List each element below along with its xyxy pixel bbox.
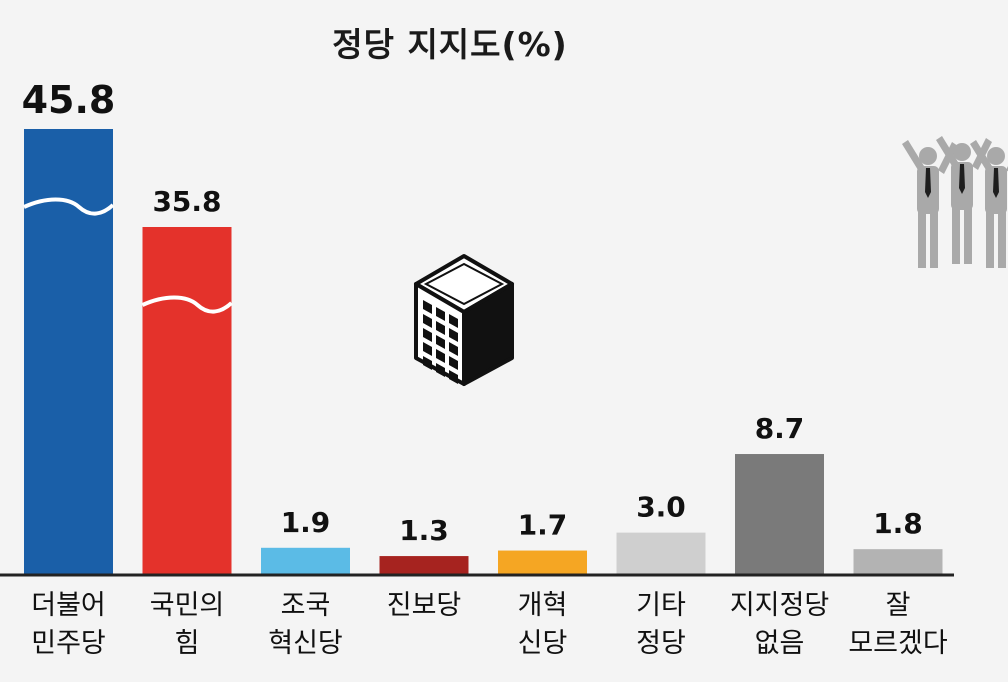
category-label: 정당 — [636, 628, 686, 659]
person-left-leg — [952, 206, 960, 264]
person-tie — [959, 164, 965, 194]
person-left-arm — [970, 140, 992, 170]
person-silhouette — [970, 140, 1008, 268]
building-window — [449, 356, 458, 370]
person-left-leg — [918, 210, 926, 268]
building-window — [423, 328, 432, 342]
chart-title: 정당 지지도(%) — [332, 25, 568, 64]
office-building-icon — [414, 254, 514, 386]
bar-5 — [616, 532, 706, 574]
value-label: 1.7 — [518, 509, 568, 542]
building-window — [449, 342, 458, 356]
category-label: 힘 — [175, 628, 200, 659]
person-right-leg — [964, 206, 972, 264]
category-label: 모르겠다 — [848, 628, 948, 659]
building-window — [449, 314, 458, 328]
building-side — [462, 282, 514, 386]
building-window — [436, 349, 445, 363]
person-tie — [925, 168, 931, 198]
value-label: 45.8 — [22, 78, 116, 122]
building-window — [423, 356, 432, 370]
category-label: 조국 — [281, 590, 331, 621]
building-window — [449, 328, 458, 342]
person-left-leg — [986, 210, 994, 268]
building-window — [436, 363, 445, 377]
value-label: 8.7 — [755, 412, 805, 445]
person-left-arm — [902, 140, 924, 170]
bar-3 — [379, 556, 469, 574]
building-window — [423, 342, 432, 356]
category-label: 잘 — [886, 590, 911, 621]
axis-break-wave — [141, 295, 233, 314]
building-window — [436, 307, 445, 321]
value-label: 3.0 — [636, 491, 686, 524]
category-label: 기타 — [636, 590, 686, 621]
building-roof-inner — [423, 262, 505, 306]
value-label: 35.8 — [152, 185, 221, 218]
person-right-leg — [930, 210, 938, 268]
person-right-leg — [998, 210, 1006, 268]
category-label: 민주당 — [31, 628, 106, 659]
bar-7 — [853, 549, 943, 574]
bar-2 — [261, 547, 350, 574]
category-label: 진보당 — [387, 590, 462, 621]
person-silhouette — [902, 140, 958, 268]
building-window — [436, 335, 445, 349]
person-head — [919, 147, 937, 165]
person-left-arm — [936, 136, 958, 166]
category-label: 없음 — [755, 628, 805, 659]
category-label: 혁신당 — [268, 628, 343, 659]
building-window — [423, 300, 432, 314]
building-window — [449, 370, 458, 384]
value-label: 1.9 — [281, 506, 331, 539]
building-window — [423, 314, 432, 328]
person-head — [987, 147, 1005, 165]
bar-1 — [142, 227, 232, 574]
category-label: 더불어 — [31, 590, 106, 621]
value-label: 1.3 — [399, 514, 449, 547]
category-label: 개혁 — [518, 590, 568, 621]
value-label: 1.8 — [873, 507, 923, 540]
axis-break-wave — [23, 197, 115, 216]
category-label: 지지정당 — [730, 590, 829, 621]
person-tie — [993, 168, 999, 198]
category-label: 신당 — [518, 628, 568, 659]
bar-4 — [498, 550, 587, 574]
bar-6 — [735, 454, 824, 574]
person-head — [953, 143, 971, 161]
bar-0 — [24, 129, 113, 574]
category-label: 국민의 — [150, 590, 225, 621]
cheering-people-icon — [902, 136, 1008, 268]
building-window — [436, 321, 445, 335]
